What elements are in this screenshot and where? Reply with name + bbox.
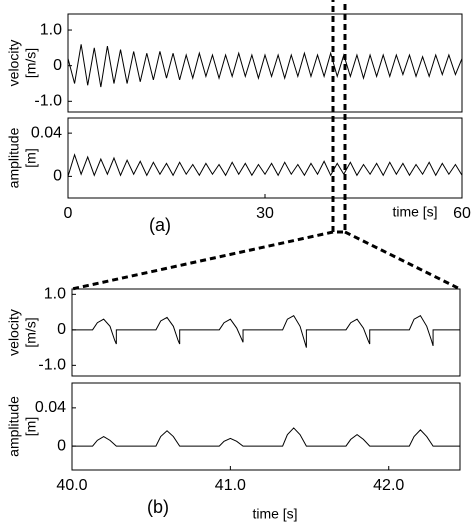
zoom-line (71, 230, 334, 291)
plot-frame (71, 288, 461, 377)
zoom-box (331, 0, 347, 234)
y-tick-label: -1.0 (38, 357, 66, 374)
y-axis-label: amplitude (6, 127, 22, 188)
y-tick-label: 1.0 (40, 21, 62, 38)
y-tick-label: 1.0 (44, 286, 66, 303)
x-axis-label: time [s] (392, 204, 437, 220)
y-axis-label: velocity (6, 309, 22, 356)
x-tick-label: 60 (453, 205, 471, 222)
y-axis-label: [m/s] (23, 48, 39, 78)
plot-frame (67, 117, 463, 199)
y-tick-label: 0 (57, 321, 66, 338)
y-tick-label: -1.0 (34, 93, 62, 110)
y-tick-label: 0 (53, 168, 62, 185)
y-tick-label: 0 (57, 437, 66, 454)
panel-label: (b) (147, 497, 169, 517)
y-tick-label: 0 (53, 57, 62, 74)
x-tick-label: 0 (64, 205, 73, 222)
x-tick-label: 30 (256, 205, 274, 222)
signal-line (72, 314, 460, 348)
x-tick-label: 42.0 (373, 477, 404, 494)
y-axis-label: [m] (23, 417, 39, 436)
y-axis-label: amplitude (6, 396, 22, 457)
zoom-line (344, 230, 461, 291)
x-tick-label: 41.0 (215, 477, 246, 494)
signal-line (67, 44, 463, 88)
plot-frame (71, 382, 461, 471)
y-axis-label: [m] (23, 148, 39, 167)
x-tick-label: 40.0 (56, 477, 87, 494)
y-axis-label: velocity (6, 40, 22, 87)
y-tick-label: 0.04 (35, 399, 66, 416)
panel-label: (a) (149, 215, 171, 235)
signal-line (72, 427, 460, 447)
y-tick-label: 0.04 (31, 124, 62, 141)
plot-frame (67, 13, 463, 113)
y-axis-label: [m/s] (23, 317, 39, 347)
signal-line (67, 153, 463, 177)
x-axis-label: time [s] (252, 506, 297, 522)
zoom-indicator (71, 0, 461, 291)
